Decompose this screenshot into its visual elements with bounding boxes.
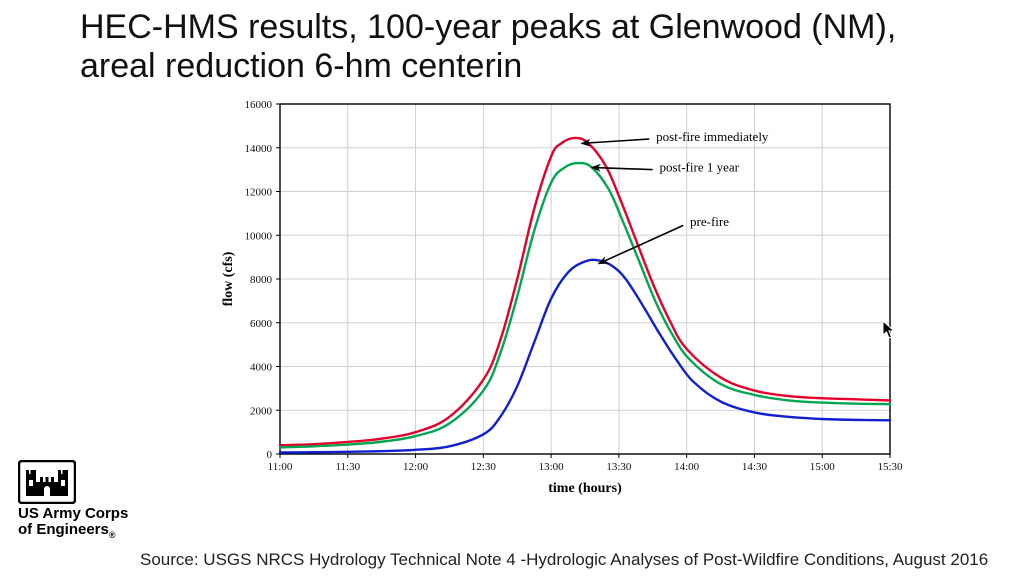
svg-text:13:30: 13:30 <box>606 461 632 473</box>
svg-text:14:00: 14:00 <box>674 461 700 473</box>
svg-text:post-fire 1 year: post-fire 1 year <box>660 159 740 174</box>
svg-text:8000: 8000 <box>250 274 273 286</box>
svg-text:15:00: 15:00 <box>810 461 836 473</box>
svg-text:15:30: 15:30 <box>877 461 903 473</box>
slide-title: HEC-HMS results, 100-year peaks at Glenw… <box>80 8 900 86</box>
svg-text:time (hours): time (hours) <box>548 481 622 496</box>
hydrograph-chart: 0 2000 4000 6000 8000 10000 12000 14000 16000 11:… <box>210 90 910 510</box>
svg-text:12:00: 12:00 <box>403 461 429 473</box>
svg-text:6000: 6000 <box>250 318 273 330</box>
svg-text:14:30: 14:30 <box>742 461 768 473</box>
svg-text:pre-fire: pre-fire <box>690 214 729 229</box>
source-citation: Source: USGS NRCS Hydrology Technical No… <box>140 550 988 570</box>
logo-text: US Army Corps of Engineers® <box>18 506 148 540</box>
svg-text:14000: 14000 <box>245 143 273 155</box>
castle-icon <box>18 460 76 504</box>
svg-text:10000: 10000 <box>245 230 273 242</box>
svg-text:13:00: 13:00 <box>539 461 565 473</box>
svg-text:4000: 4000 <box>250 362 273 374</box>
logo-line1: US Army Corps <box>18 506 148 522</box>
svg-text:11:00: 11:00 <box>268 461 293 473</box>
svg-text:12:30: 12:30 <box>471 461 497 473</box>
svg-text:post-fire immediately: post-fire immediately <box>656 129 769 144</box>
svg-text:0: 0 <box>267 449 273 461</box>
svg-text:11:30: 11:30 <box>335 461 360 473</box>
slide: HEC-HMS results, 100-year peaks at Glenw… <box>0 0 1024 576</box>
svg-text:16000: 16000 <box>245 99 273 111</box>
svg-text:flow (cfs): flow (cfs) <box>221 251 236 306</box>
svg-text:2000: 2000 <box>250 405 273 417</box>
chart-svg: 0 2000 4000 6000 8000 10000 12000 14000 16000 11:… <box>210 90 910 510</box>
svg-text:12000: 12000 <box>245 187 273 199</box>
usace-logo: US Army Corps of Engineers® <box>18 460 148 540</box>
logo-line2: of Engineers® <box>18 522 148 540</box>
